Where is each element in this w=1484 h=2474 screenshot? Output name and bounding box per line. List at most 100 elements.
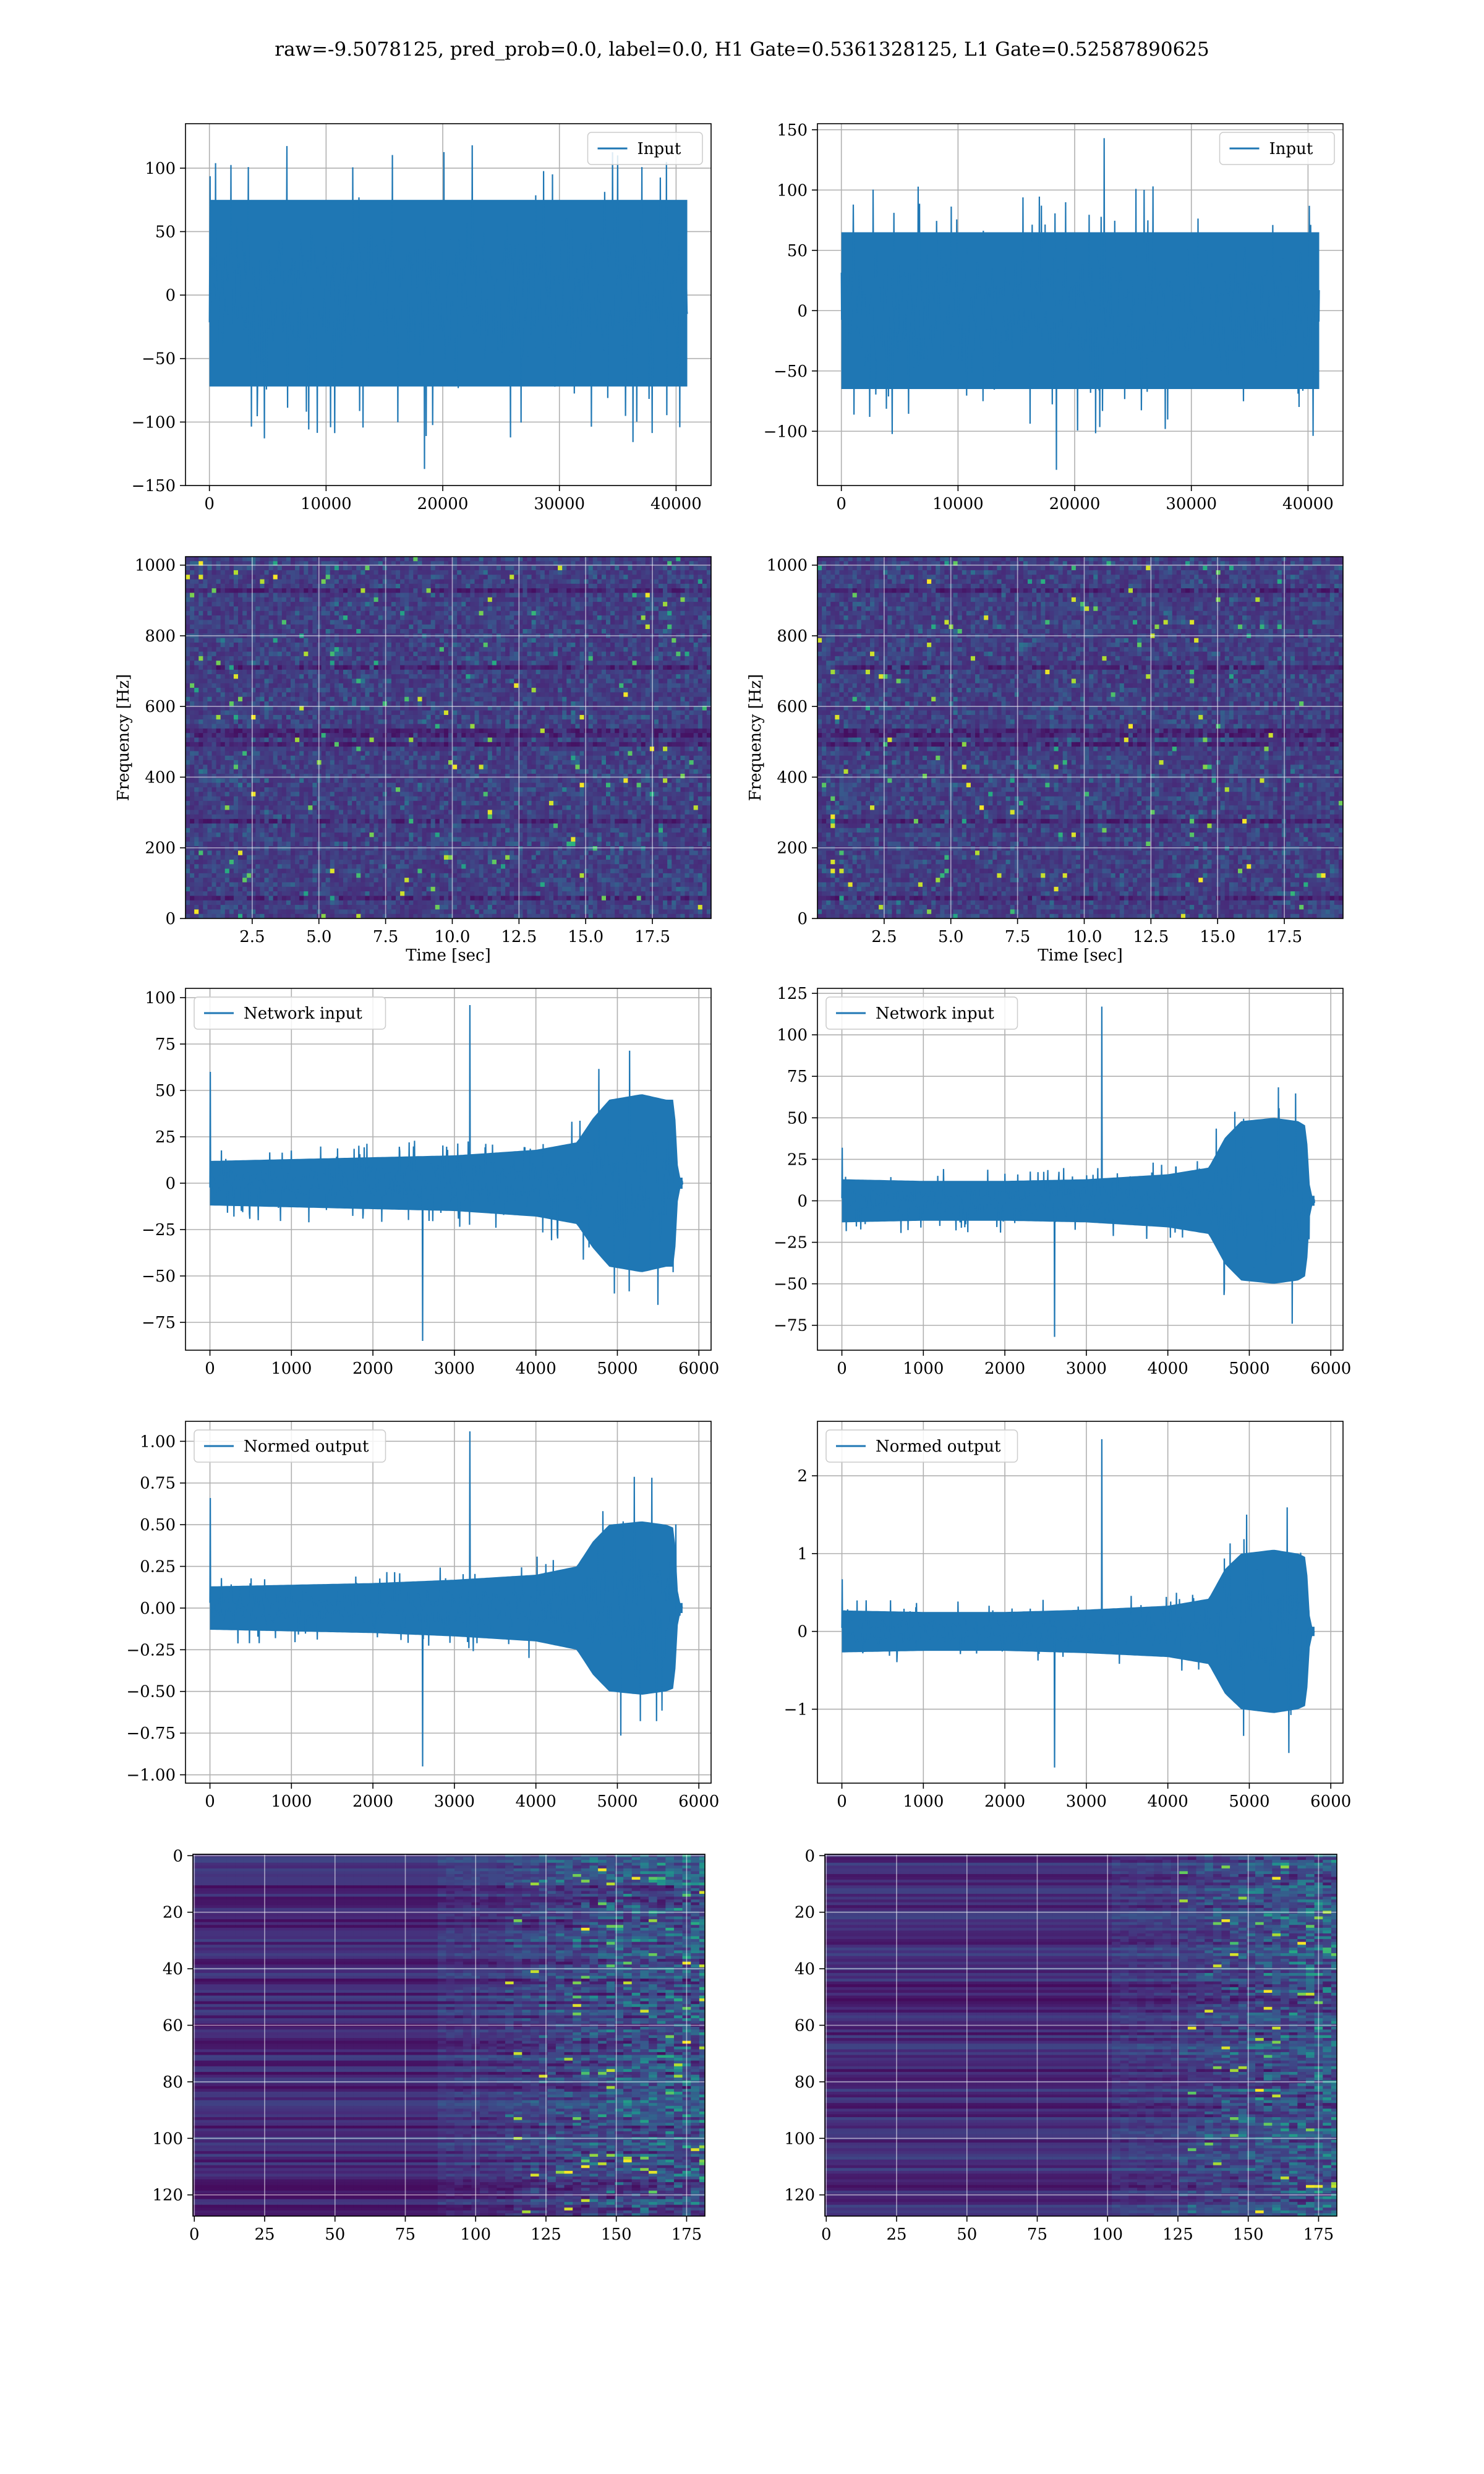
- heatmap-cell: [207, 638, 213, 643]
- heatmap-cell: [510, 683, 514, 688]
- heatmap-cell: [400, 624, 405, 630]
- heatmap-cell: [636, 579, 642, 584]
- heatmap-cell: [233, 656, 239, 661]
- heatmap-cell: [443, 656, 449, 661]
- heatmap-cell: [470, 642, 475, 648]
- heatmap-cell: [365, 651, 370, 657]
- heatmap-cell: [281, 719, 287, 725]
- heatmap-cell: [334, 674, 339, 680]
- heatmap-cell: [544, 696, 550, 702]
- heatmap-cell: [453, 683, 458, 688]
- heatmap-cell: [404, 638, 409, 643]
- heatmap-cell: [400, 665, 405, 670]
- heatmap-cell: [277, 620, 283, 625]
- heatmap-cell: [466, 692, 471, 698]
- heatmap-cell: [592, 714, 598, 720]
- heatmap-cell: [636, 714, 642, 720]
- heatmap-cell: [417, 651, 423, 657]
- heatmap-cell: [487, 719, 493, 725]
- heatmap-cell: [474, 561, 480, 567]
- heatmap-cell: [623, 557, 629, 562]
- heatmap-cell: [325, 656, 331, 661]
- heatmap-cell: [544, 724, 550, 729]
- heatmap-cell: [693, 714, 699, 720]
- heatmap-cell: [413, 602, 419, 607]
- heatmap-cell: [356, 701, 361, 706]
- heatmap-cell: [659, 710, 663, 716]
- heatmap-cell: [706, 665, 711, 670]
- heatmap-cell: [304, 651, 309, 657]
- heatmap-cell: [360, 579, 366, 584]
- heatmap-cell: [470, 561, 475, 567]
- heatmap-cell: [422, 696, 427, 702]
- heatmap-cell: [417, 620, 423, 625]
- heatmap-cell: [251, 638, 256, 643]
- heatmap-cell: [654, 656, 659, 661]
- heatmap-cell: [562, 651, 567, 657]
- heatmap-cell: [592, 696, 598, 702]
- heatmap-cell: [527, 724, 532, 729]
- heatmap-cell: [190, 557, 195, 562]
- heatmap-cell: [321, 557, 326, 562]
- heatmap-cell: [553, 683, 558, 688]
- heatmap-cell: [474, 610, 480, 616]
- heatmap-cell: [277, 733, 283, 738]
- heatmap-cell: [334, 661, 339, 666]
- heatmap-cell: [693, 733, 699, 738]
- heatmap-cell: [417, 714, 423, 720]
- heatmap-cell: [645, 688, 650, 693]
- heatmap-cell: [501, 719, 506, 725]
- heatmap-cell: [492, 710, 497, 716]
- heatmap-cell: [396, 593, 401, 598]
- heatmap-cell: [689, 710, 694, 716]
- heatmap-cell: [505, 714, 510, 720]
- heatmap-cell: [233, 575, 239, 580]
- heatmap-cell: [186, 570, 190, 575]
- heatmap-cell: [422, 674, 427, 680]
- heatmap-cell: [527, 683, 532, 688]
- heatmap-cell: [238, 557, 243, 562]
- heatmap-cell: [325, 638, 331, 643]
- heatmap-cell: [518, 647, 524, 653]
- heatmap-cell: [654, 661, 659, 666]
- heatmap-cell: [268, 575, 274, 580]
- heatmap-cell: [338, 583, 344, 589]
- heatmap-cell: [325, 579, 331, 584]
- heatmap-cell: [220, 678, 226, 684]
- heatmap-cell: [619, 629, 624, 634]
- heatmap-cell: [553, 629, 558, 634]
- heatmap-cell: [522, 706, 528, 711]
- heatmap-cell: [229, 561, 234, 567]
- heatmap-cell: [198, 597, 203, 602]
- heatmap-cell: [522, 669, 528, 675]
- heatmap-cell: [352, 647, 357, 653]
- heatmap-cell: [566, 701, 571, 706]
- heatmap-cell: [404, 557, 409, 562]
- heatmap-cell: [553, 665, 558, 670]
- heatmap-cell: [211, 597, 217, 602]
- heatmap-cell: [378, 714, 383, 720]
- heatmap-cell: [386, 593, 392, 598]
- heatmap-cell: [628, 575, 633, 580]
- heatmap-cell: [190, 602, 195, 607]
- heatmap-cell: [198, 588, 203, 594]
- heatmap-cell: [396, 692, 401, 698]
- heatmap-cell: [334, 692, 339, 698]
- heatmap-cell: [659, 724, 663, 729]
- heatmap-cell: [474, 692, 480, 698]
- heatmap-cell: [360, 692, 366, 698]
- heatmap-cell: [601, 737, 607, 743]
- heatmap-cell: [514, 678, 519, 684]
- heatmap-cell: [623, 610, 629, 616]
- heatmap-cell: [601, 688, 607, 693]
- heatmap-cell: [260, 714, 265, 720]
- heatmap-cell: [268, 588, 274, 594]
- heatmap-cell: [194, 661, 199, 666]
- heatmap-cell: [198, 710, 203, 716]
- heatmap-cell: [291, 638, 296, 643]
- heatmap-cell: [615, 647, 620, 653]
- heatmap-cell: [216, 642, 221, 648]
- heatmap-cell: [575, 714, 581, 720]
- heatmap-cell: [338, 610, 344, 616]
- heatmap-cell: [251, 561, 256, 567]
